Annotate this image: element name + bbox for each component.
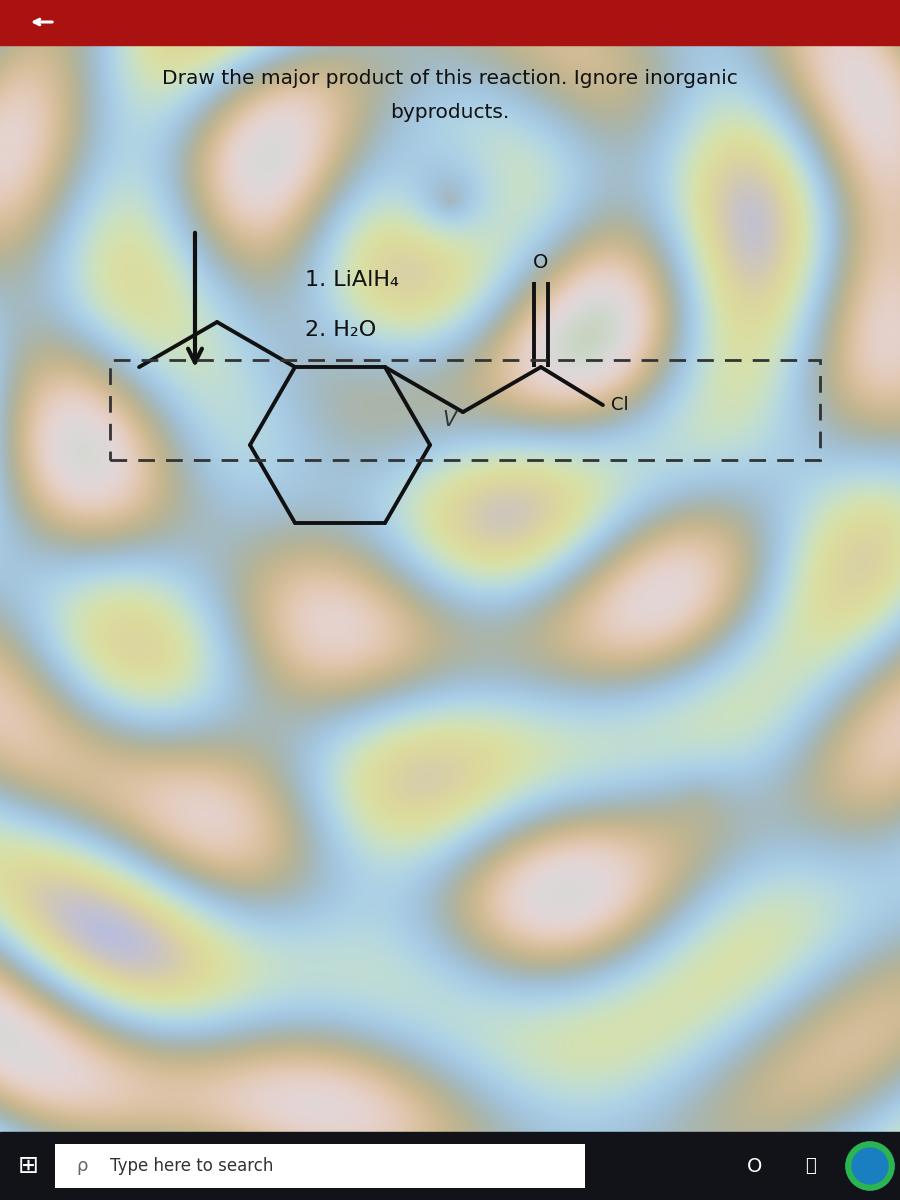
Text: O: O xyxy=(747,1157,762,1176)
Circle shape xyxy=(846,1142,894,1190)
Text: ⊞: ⊞ xyxy=(17,1154,39,1178)
Text: V: V xyxy=(443,410,457,430)
Bar xyxy=(55,1144,585,1188)
Text: O: O xyxy=(533,253,549,272)
Bar xyxy=(0,1132,900,1200)
Text: 1. LiAlH₄: 1. LiAlH₄ xyxy=(305,270,399,290)
Bar xyxy=(0,0,900,44)
Text: 2. H₂O: 2. H₂O xyxy=(305,320,376,340)
Circle shape xyxy=(846,1142,894,1190)
Text: 目: 目 xyxy=(805,1157,815,1175)
Text: ρ: ρ xyxy=(76,1157,88,1175)
Text: byproducts.: byproducts. xyxy=(391,102,509,121)
Bar xyxy=(110,360,820,460)
Circle shape xyxy=(852,1148,888,1184)
Text: Draw the major product of this reaction. Ignore inorganic: Draw the major product of this reaction.… xyxy=(162,68,738,88)
Text: Type here to search: Type here to search xyxy=(110,1157,274,1175)
Text: Cl: Cl xyxy=(611,396,628,414)
